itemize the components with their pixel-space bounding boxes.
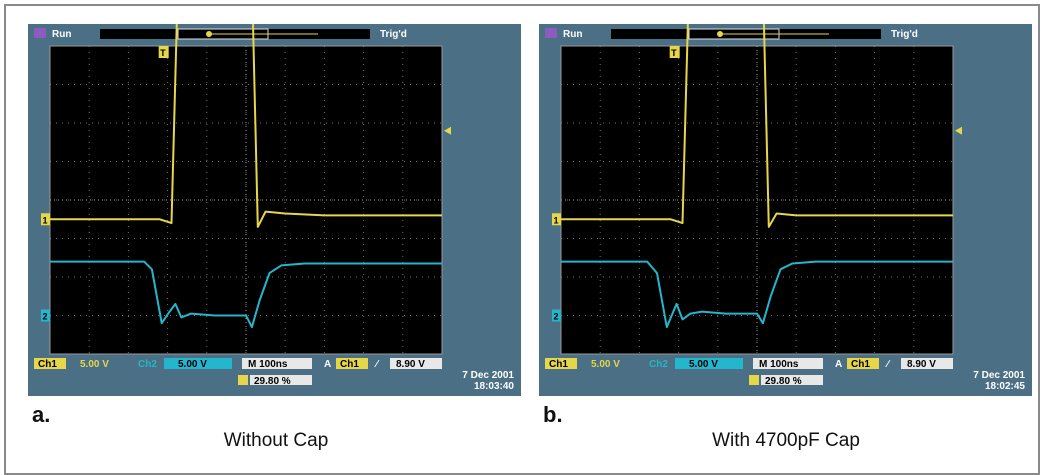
trigger-source-box bbox=[847, 358, 879, 369]
time-stamp: 18:02:45 bbox=[985, 381, 1025, 392]
panel-label-a: a. bbox=[32, 402, 51, 427]
trigger-position-marker bbox=[717, 31, 723, 37]
trigger-source: Ch1 bbox=[340, 359, 359, 370]
ch1-ground-marker-label: 1 bbox=[554, 215, 559, 225]
trigger-mode: A bbox=[324, 359, 331, 370]
ch2-ground-marker bbox=[552, 309, 561, 322]
trigger-level-box bbox=[901, 358, 953, 369]
ch2-scale-box bbox=[164, 358, 232, 369]
ch2-label: Ch2 bbox=[138, 359, 157, 370]
trigger-position-marker bbox=[206, 31, 212, 37]
trigger-level-marker bbox=[444, 126, 451, 135]
ch1-scale: 5.00 V bbox=[80, 359, 109, 370]
cursor-readout: 29.80 % bbox=[765, 376, 802, 387]
ch1-label: Ch1 bbox=[38, 359, 57, 370]
trigger-time-marker-label: T bbox=[671, 48, 677, 58]
ch1-label-box bbox=[34, 358, 66, 369]
date-stamp: 7 Dec 2001 bbox=[973, 370, 1025, 381]
cursor-icon bbox=[749, 375, 759, 385]
graticule-border bbox=[49, 45, 443, 355]
ch1-ground-marker bbox=[552, 213, 561, 226]
time-stamp: 18:03:40 bbox=[474, 381, 514, 392]
run-indicator bbox=[545, 28, 557, 38]
ch1-scale: 5.00 V bbox=[591, 359, 620, 370]
ch1-label: Ch1 bbox=[549, 359, 568, 370]
graticule-border bbox=[560, 45, 954, 355]
trigger-level: 8.90 V bbox=[396, 359, 425, 370]
scope-screen-b: Run Trig'd 1 2 T Ch1 5.00 V Ch2 5.00 V M 100ns A Ch… bbox=[545, 24, 1025, 392]
ch2-ground-marker-label: 2 bbox=[43, 312, 48, 322]
ch1-waveform bbox=[561, 24, 953, 228]
ch2-waveform bbox=[50, 260, 442, 329]
run-label: Run bbox=[52, 29, 71, 40]
oscilloscope-a: Run Trig'd 1 2 T Ch1 5.00 V Ch2 5.00 V M 100ns A Ch… bbox=[28, 24, 521, 396]
run-label: Run bbox=[563, 29, 582, 40]
ch1-label-box bbox=[545, 358, 577, 369]
ch2-scale: 5.00 V bbox=[689, 359, 718, 370]
trig-label: Trig'd bbox=[891, 29, 918, 40]
ch2-scale-box bbox=[675, 358, 743, 369]
caption-b: With 4700pF Cap bbox=[712, 430, 860, 451]
cursor-readout-box bbox=[761, 375, 823, 385]
cursor-readout-box bbox=[250, 375, 312, 385]
ch2-ground-marker bbox=[41, 309, 50, 322]
figure-frame: Run Trig'd 1 2 T Ch1 5.00 V Ch2 5.00 V M 100ns A Ch… bbox=[4, 4, 1040, 475]
trigger-source-box bbox=[336, 358, 368, 369]
trig-label: Trig'd bbox=[380, 29, 407, 40]
trigger-mode: A bbox=[835, 359, 842, 370]
caption-a: Without Cap bbox=[223, 430, 329, 451]
trigger-slope: ∕ bbox=[885, 359, 891, 370]
trigger-time-marker bbox=[158, 46, 169, 58]
ch2-label: Ch2 bbox=[649, 359, 668, 370]
trigger-level-box bbox=[390, 358, 442, 369]
ch2-scale: 5.00 V bbox=[178, 359, 207, 370]
panel-label-b: b. bbox=[543, 402, 563, 427]
ch2-ground-marker-label: 2 bbox=[554, 312, 559, 322]
scope-screen-a: Run Trig'd 1 2 T Ch1 5.00 V Ch2 5.00 V M 100ns A Ch… bbox=[34, 24, 514, 392]
trigger-slope: ∕ bbox=[374, 359, 380, 370]
trigger-time-marker bbox=[669, 46, 680, 58]
timebase: M 100ns bbox=[248, 359, 288, 370]
trigger-level-marker bbox=[955, 126, 962, 135]
oscilloscope-b: Run Trig'd 1 2 T Ch1 5.00 V Ch2 5.00 V M 100ns A Ch… bbox=[539, 24, 1032, 396]
timebase-box bbox=[242, 358, 312, 369]
timebase-box bbox=[753, 358, 823, 369]
trigger-time-marker-label: T bbox=[160, 48, 166, 58]
ch1-ground-marker-label: 1 bbox=[43, 215, 48, 225]
cursor-readout: 29.80 % bbox=[254, 376, 291, 387]
timebase: M 100ns bbox=[759, 359, 799, 370]
trigger-level: 8.90 V bbox=[907, 359, 936, 370]
ch1-ground-marker bbox=[41, 213, 50, 226]
ch2-waveform bbox=[561, 260, 953, 329]
ch1-waveform bbox=[50, 24, 442, 228]
run-indicator bbox=[34, 28, 46, 38]
cursor-icon bbox=[238, 375, 248, 385]
trigger-source: Ch1 bbox=[851, 359, 870, 370]
date-stamp: 7 Dec 2001 bbox=[462, 370, 514, 381]
